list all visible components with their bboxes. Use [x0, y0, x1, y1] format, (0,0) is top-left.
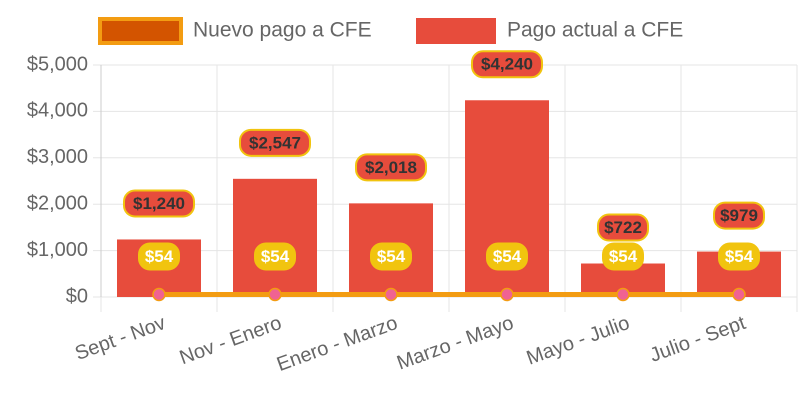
line-value-label-box: [718, 242, 760, 271]
line-point: [384, 287, 398, 302]
line-value-label: $54: [261, 247, 290, 266]
bar-value-label-box: [355, 153, 427, 182]
legend-label: Pago actual a CFE: [507, 19, 683, 42]
bar-value-label: $4,240: [481, 55, 533, 74]
bar-value-label-box: [123, 189, 195, 218]
line-value-label-box: [486, 242, 528, 271]
legend-swatch: [98, 17, 183, 45]
bar-value-label: $2,018: [365, 158, 417, 177]
y-tick-label: $3,000: [27, 146, 88, 168]
y-tick-label: $0: [66, 285, 88, 307]
line-point: [732, 287, 746, 302]
x-tick-label: Enero - Marzo: [274, 312, 401, 376]
line-point: [268, 287, 282, 302]
y-tick-label: $1,000: [27, 239, 88, 261]
line-value-label: $54: [493, 247, 522, 266]
bar-value-label: $2,547: [249, 133, 301, 152]
y-tick-label: $4,000: [27, 100, 88, 122]
line-point: [616, 287, 630, 302]
bar-value-label-box: [597, 213, 649, 242]
line-value-label: $54: [145, 247, 174, 266]
line-value-label-box: [602, 242, 644, 271]
line-value-label: $54: [725, 247, 754, 266]
bar-value-label-box: [713, 201, 765, 230]
line-value-label: $54: [377, 247, 406, 266]
line-value-label-box: [370, 242, 412, 271]
y-tick-label: $5,000: [27, 53, 88, 75]
y-tick-label: $2,000: [27, 192, 88, 214]
line-point: [500, 287, 514, 302]
legend-swatch: [416, 18, 496, 44]
x-tick-label: Sept - Nov: [72, 312, 168, 365]
line-value-label: $54: [609, 247, 638, 266]
bar-value-label-box: [239, 128, 311, 157]
x-tick-label: Marzo - Mayo: [394, 312, 516, 374]
bar-value-label: $979: [720, 206, 758, 225]
legend-label: Nuevo pago a CFE: [193, 19, 372, 42]
bar-value-label: $1,240: [133, 194, 185, 213]
line-point: [152, 287, 166, 302]
line-value-label-box: [254, 242, 296, 271]
x-tick-label: Mayo - Julio: [524, 312, 633, 370]
line-value-label-box: [138, 242, 180, 271]
bar-value-label-box: [471, 50, 543, 79]
x-tick-label: Julio - Sept: [647, 312, 749, 367]
x-tick-label: Nov - Enero: [177, 312, 285, 369]
bar-value-label: $722: [604, 218, 642, 237]
bar: [233, 178, 317, 297]
